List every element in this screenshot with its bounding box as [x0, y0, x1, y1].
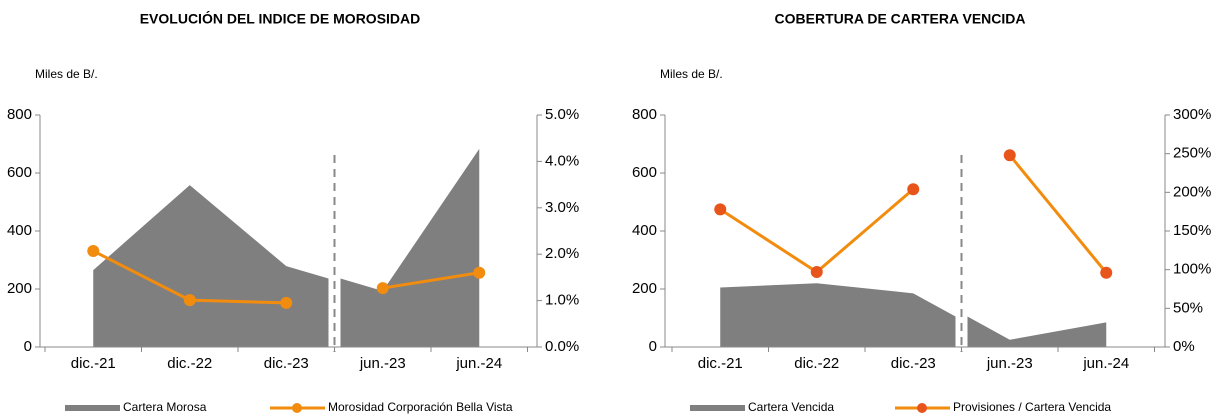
x-tick-label: dic.-23 — [264, 355, 309, 372]
marker — [714, 203, 727, 216]
marker — [810, 265, 823, 278]
legend-swatch — [690, 405, 745, 411]
y-tick-label: 0 — [24, 338, 32, 355]
y2-tick-label: 50% — [1173, 299, 1203, 316]
line — [719, 188, 915, 274]
marker — [473, 266, 486, 279]
marker — [280, 296, 293, 309]
y2-tick-label: 0.0% — [545, 338, 579, 355]
y2-tick-label: 2.0% — [545, 245, 579, 262]
area — [93, 185, 329, 347]
marker — [376, 282, 389, 295]
legend-marker — [292, 403, 302, 413]
y-tick-label: 200 — [632, 280, 657, 297]
chart-title: COBERTURA DE CARTERA VENCIDA — [775, 11, 1026, 27]
x-tick-label: dic.-22 — [167, 355, 212, 372]
x-tick-label: dic.-21 — [71, 355, 116, 372]
y2-tick-label: 150% — [1173, 222, 1211, 239]
y2-tick-label: 250% — [1173, 145, 1211, 162]
line — [382, 271, 480, 290]
y-tick-label: 400 — [632, 222, 657, 239]
x-tick-label: dic.-22 — [794, 355, 839, 372]
chart-title: EVOLUCIÓN DEL INDICE DE MOROSIDAD — [140, 10, 421, 27]
legend-label: Cartera Vencida — [748, 400, 834, 414]
y-tick-label: 200 — [7, 280, 32, 297]
y2-tick-label: 5.0% — [545, 106, 579, 123]
x-tick-label: dic.-23 — [891, 355, 936, 372]
y-tick-label: 400 — [7, 222, 32, 239]
x-tick-label: jun.-24 — [455, 355, 502, 372]
area — [340, 148, 480, 347]
legend-swatch — [65, 405, 120, 411]
y-tick-label: 800 — [7, 106, 32, 123]
legend-label: Morosidad Corporación Bella Vista — [328, 400, 513, 414]
y-axis-label: Miles de B/. — [660, 67, 723, 81]
x-tick-label: jun.-24 — [1082, 355, 1129, 372]
y2-tick-label: 300% — [1173, 106, 1211, 123]
y-tick-label: 600 — [632, 164, 657, 181]
area — [967, 316, 1107, 347]
y-tick-label: 0 — [649, 338, 657, 355]
y2-tick-label: 0% — [1173, 338, 1195, 355]
legend-label: Cartera Morosa — [123, 400, 207, 414]
y2-tick-label: 200% — [1173, 183, 1211, 200]
area — [720, 283, 956, 347]
legend-marker — [917, 403, 927, 413]
x-tick-label: jun.-23 — [359, 355, 406, 372]
marker — [1100, 266, 1113, 279]
y2-tick-label: 3.0% — [545, 199, 579, 216]
marker — [907, 183, 920, 196]
y2-tick-label: 100% — [1173, 261, 1211, 278]
y-tick-label: 800 — [632, 106, 657, 123]
line — [1008, 154, 1108, 274]
y-axis-label: Miles de B/. — [35, 67, 98, 81]
marker — [1003, 149, 1016, 162]
marker — [183, 294, 196, 307]
y2-tick-label: 4.0% — [545, 152, 579, 169]
legend-label: Provisiones / Cartera Vencida — [953, 400, 1111, 414]
y2-tick-label: 1.0% — [545, 292, 579, 309]
x-tick-label: dic.-21 — [698, 355, 743, 372]
y-tick-label: 600 — [7, 164, 32, 181]
x-tick-label: jun.-23 — [986, 355, 1033, 372]
marker — [87, 244, 100, 257]
